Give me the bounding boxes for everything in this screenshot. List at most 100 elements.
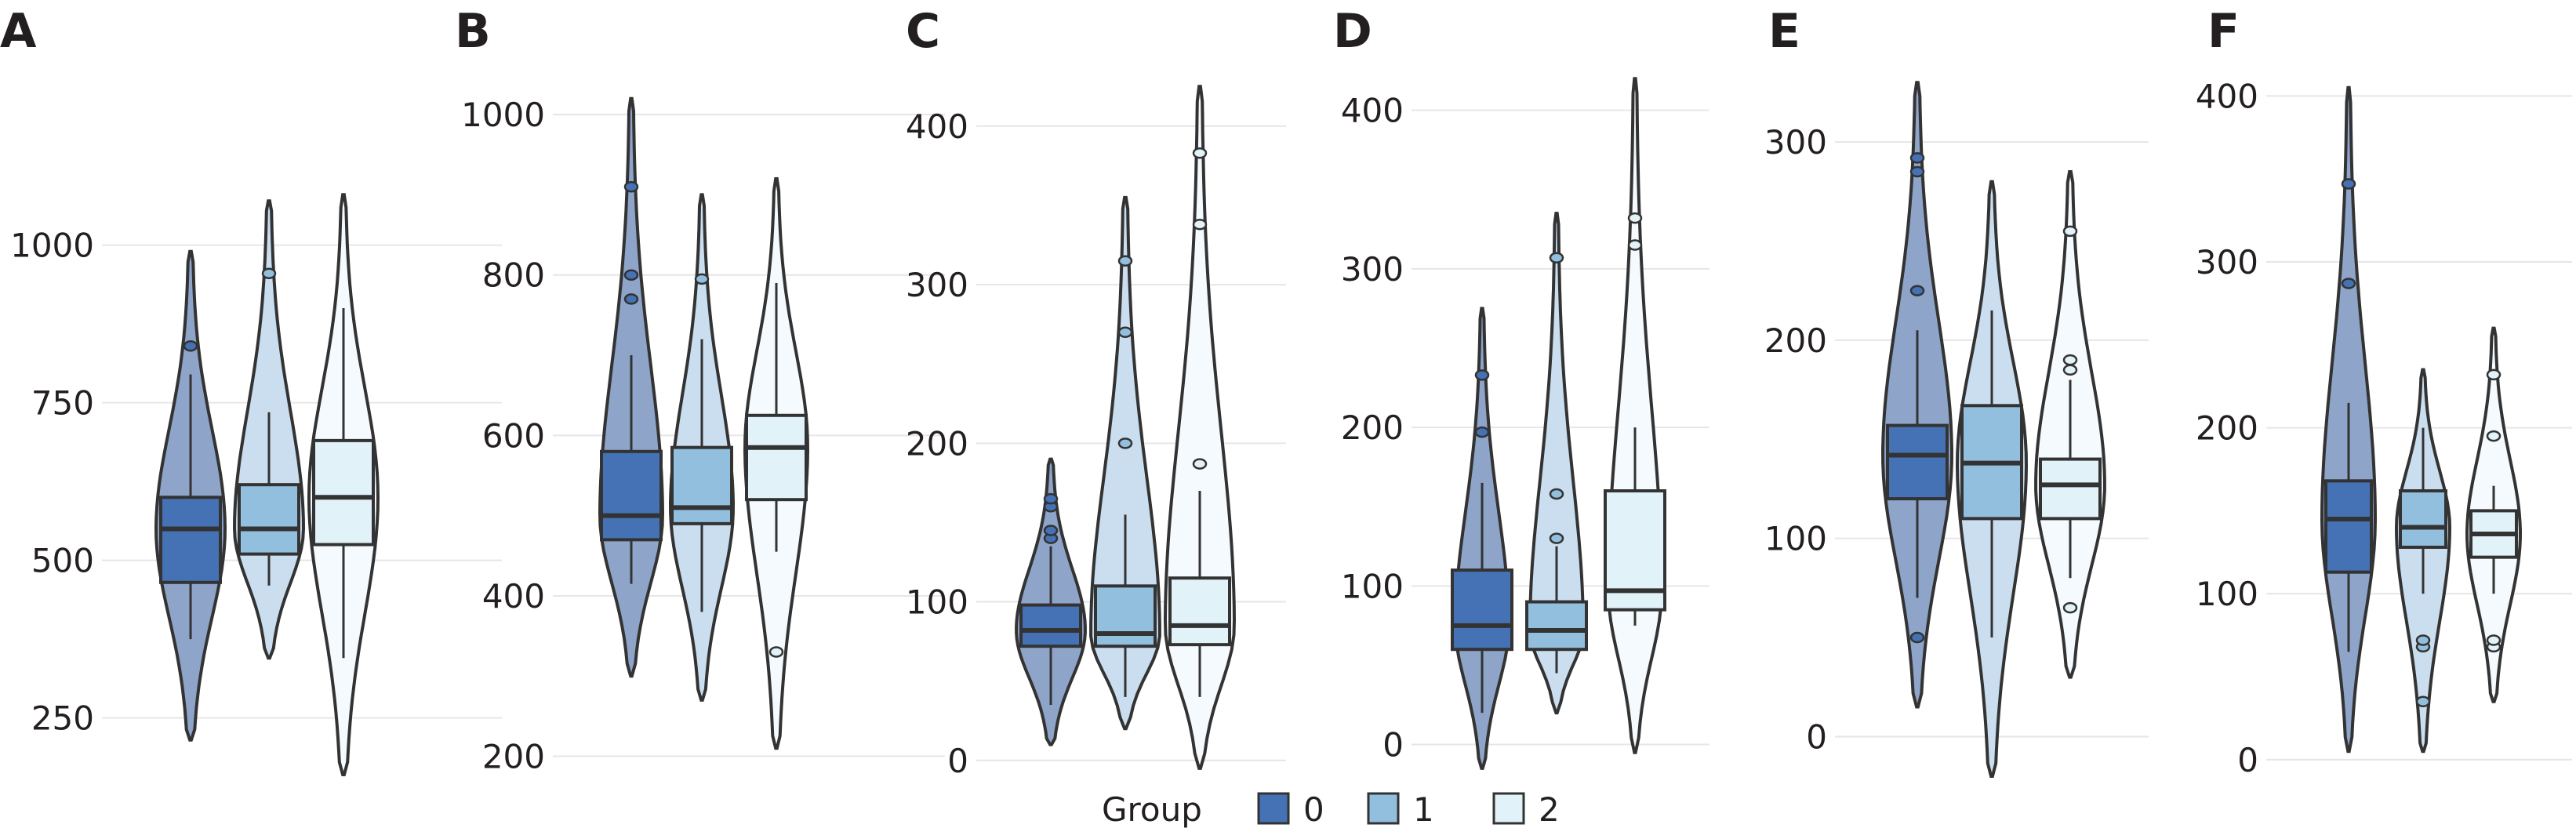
group-0 <box>598 96 665 678</box>
y-tick-label: 100 <box>2196 575 2258 613</box>
outlier-point <box>768 646 784 658</box>
panel-label-e: E <box>1768 4 1800 59</box>
y-tick-label: 1000 <box>461 96 545 134</box>
group-0 <box>1451 307 1513 770</box>
outlier-point <box>2415 634 2431 646</box>
outlier-point <box>1909 631 1925 644</box>
y-tick-label: 400 <box>906 107 968 146</box>
y-tick-label: 750 <box>31 384 94 423</box>
box <box>670 445 733 525</box>
y-tick-label: 0 <box>1382 726 1404 764</box>
panel-label-a: A <box>0 4 37 59</box>
outlier-point <box>261 267 277 280</box>
box <box>2399 489 2447 549</box>
outlier-point <box>1043 492 1059 505</box>
group-2 <box>307 193 380 776</box>
outlier-point <box>1627 212 1643 224</box>
outlier-point <box>694 273 710 285</box>
box <box>238 483 300 556</box>
legend-label-1: 1 <box>1413 790 1434 828</box>
group-2 <box>2465 326 2523 703</box>
y-tick-label: 100 <box>1764 520 1827 558</box>
group-1 <box>232 199 306 660</box>
y-tick-label: 200 <box>482 738 545 776</box>
y-tick-label: 200 <box>2196 409 2258 448</box>
outlier-point <box>1117 255 1133 267</box>
outlier-point <box>2062 225 2078 238</box>
violin <box>1528 212 1586 715</box>
panel-c: C 0 100 200 300 400 <box>906 4 1286 780</box>
outlier-point <box>1474 369 1490 381</box>
group-2 <box>743 177 810 750</box>
box <box>1451 568 1513 652</box>
panel-a: A 250 500 750 1000 <box>0 4 502 776</box>
outlier-point <box>2341 178 2356 190</box>
y-tick-label: 300 <box>2196 243 2258 281</box>
y-tick-label: 300 <box>906 266 968 304</box>
panel-e: E 0 100 200 300 <box>1764 4 2149 778</box>
box <box>745 413 808 502</box>
outlier-point <box>1909 152 1925 164</box>
group-2 <box>1163 85 1237 770</box>
box <box>1168 576 1231 647</box>
group-1 <box>1955 180 2029 778</box>
legend-label-2: 2 <box>1539 790 1560 828</box>
box <box>2039 457 2102 521</box>
y-tick-label: 600 <box>482 416 545 455</box>
outlier-point <box>2486 430 2502 442</box>
outlier-point <box>1909 165 1925 178</box>
outlier-point <box>1192 147 1208 159</box>
y-tick-label: 100 <box>1341 567 1404 605</box>
y-tick-label: 200 <box>1341 409 1404 447</box>
panel-b: B 200 400 600 800 1000 <box>455 4 945 776</box>
violin <box>1606 77 1664 754</box>
box <box>1094 584 1157 648</box>
group-1 <box>1525 212 1588 715</box>
box <box>312 438 375 547</box>
outlier-point <box>2341 278 2356 289</box>
box <box>1019 603 1082 648</box>
y-tick-label: 0 <box>947 742 968 780</box>
outlier-point <box>1549 252 1564 263</box>
legend-swatch-1 <box>1367 792 1400 825</box>
outlier-point <box>2486 634 2502 646</box>
y-tick-label: 250 <box>31 699 94 738</box>
legend-title: Group <box>1102 790 1202 828</box>
y-tick-label: 300 <box>1764 123 1827 162</box>
y-tick-label: 400 <box>2196 77 2258 115</box>
legend-swatch-0 <box>1257 792 1290 825</box>
outlier-point <box>623 293 639 305</box>
outlier-point <box>1909 285 1925 296</box>
panel-label-b: B <box>455 4 491 59</box>
outlier-point <box>1627 239 1643 251</box>
panel-label-d: D <box>1333 4 1372 59</box>
group-0 <box>2320 85 2378 754</box>
outlier-point <box>623 180 639 193</box>
box <box>2324 479 2373 574</box>
outlier-point <box>2415 695 2431 708</box>
outlier-point <box>2062 601 2078 614</box>
y-tick-label: 800 <box>482 256 545 295</box>
panel-label-c: C <box>906 4 940 59</box>
outlier-point <box>2062 354 2078 366</box>
group-1 <box>2394 368 2452 754</box>
box <box>1886 423 1949 501</box>
group-0 <box>154 249 227 742</box>
y-tick-label: 0 <box>2237 741 2258 779</box>
outlier-point <box>623 269 639 281</box>
outlier-point <box>1117 326 1133 339</box>
box <box>600 449 663 542</box>
panel-f: F 0 100 200 300 400 <box>2196 4 2572 779</box>
outlier-point <box>183 340 198 352</box>
panel-d: D 0 100 200 300 400 <box>1333 4 1709 770</box>
outlier-point <box>1549 488 1564 500</box>
outlier-point <box>1117 438 1133 449</box>
outlier-point <box>1043 525 1059 536</box>
y-tick-label: 400 <box>482 577 545 616</box>
outlier-point <box>1549 532 1564 544</box>
y-tick-label: 1000 <box>10 227 94 265</box>
group-1 <box>668 193 736 702</box>
outlier-point <box>1474 426 1490 438</box>
legend-label-0: 0 <box>1303 790 1324 828</box>
outlier-point <box>1192 458 1208 470</box>
